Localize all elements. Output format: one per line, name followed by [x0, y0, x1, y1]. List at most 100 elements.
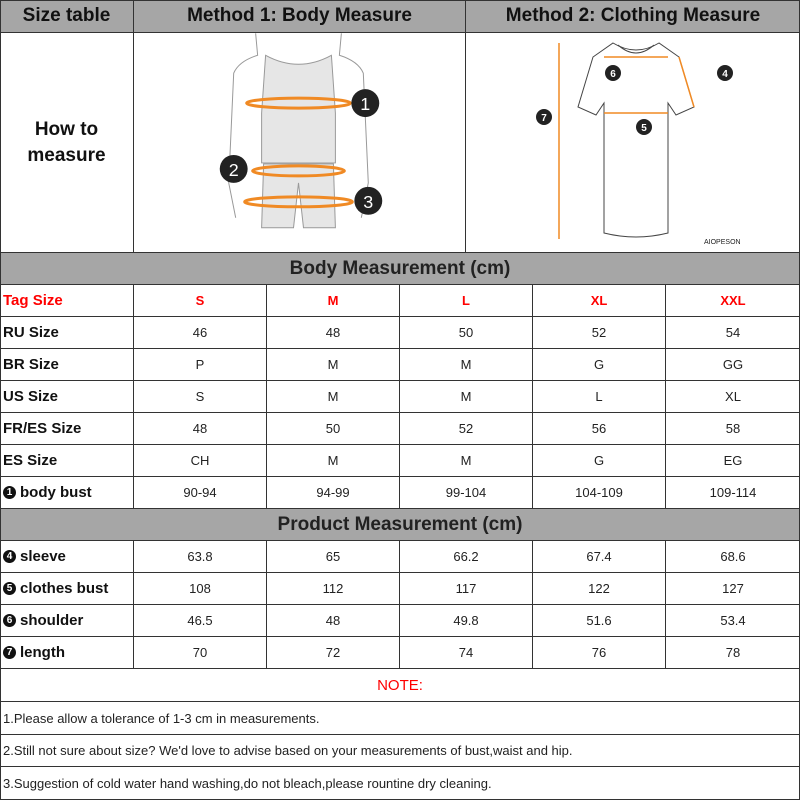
table-row: ES Size CH M M G EG [0, 445, 800, 477]
table-cell: 52 [533, 317, 666, 348]
how-to-line1: How to [34, 118, 99, 140]
marker-1: 1 [360, 94, 370, 114]
marker-4: 4 [722, 69, 728, 80]
table-cell: 51.6 [533, 605, 666, 636]
row-label: 6 shoulder [0, 605, 134, 636]
table-cell: 56 [533, 413, 666, 444]
note-title: NOTE: [377, 676, 423, 694]
note-title-row: NOTE: [0, 669, 800, 702]
table-cell: 74 [400, 637, 533, 668]
clothing-measure-illustration: 6 4 7 5 AIOPESON [466, 33, 800, 252]
row-label: 1 body bust [0, 477, 134, 508]
table-cell: M [267, 445, 400, 476]
row-label: 5 clothes bust [0, 573, 134, 604]
body-section-header: Body Measurement (cm) [0, 253, 800, 285]
table-cell: M [400, 349, 533, 380]
table-cell: 48 [134, 413, 267, 444]
row-label-text: FR/ES Size [3, 420, 82, 437]
table-cell: G [533, 349, 666, 380]
table-cell: 53.4 [720, 613, 746, 628]
table-cell: 68.6 [720, 549, 746, 564]
marker-2: 2 [229, 160, 239, 180]
body-measure-illustration: 1 2 3 [134, 33, 466, 252]
table-cell: M [400, 445, 533, 476]
table-cell: 70 [134, 637, 267, 668]
table-cell: 48 [267, 605, 400, 636]
table-cell: 48 [267, 317, 400, 348]
marker-icon: 1 [3, 486, 16, 499]
row-label: 7 length [0, 637, 134, 668]
table-cell: 78 [725, 645, 741, 660]
note-row: 1.Please allow a tolerance of 1-3 cm in … [0, 702, 800, 735]
table-cell: S [134, 381, 267, 412]
row-label: US Size [0, 381, 134, 412]
table-cell: M [400, 381, 533, 412]
table-row: 6 shoulder 46.5 48 49.8 51.6 53.4 [0, 605, 800, 637]
marker-icon: 7 [3, 646, 16, 659]
table-cell: 65 [267, 541, 400, 572]
marker-3: 3 [363, 192, 373, 212]
row-label: ES Size [0, 445, 134, 476]
row-label-text: Tag Size [3, 292, 63, 309]
table-cell: S [134, 285, 267, 316]
size-table-heading: Size table [0, 0, 134, 32]
method1-heading: Method 1: Body Measure [134, 0, 466, 32]
table-row: 4 sleeve 63.8 65 66.2 67.4 68.6 [0, 541, 800, 573]
row-label-text: sleeve [20, 548, 66, 565]
table-row: 5 clothes bust 108 112 117 122 127 [0, 573, 800, 605]
table-cell: 46.5 [134, 605, 267, 636]
table-row: FR/ES Size 48 50 52 56 58 [0, 413, 800, 445]
header-row: Size table Method 1: Body Measure Method… [0, 0, 800, 33]
how-to-measure-row: How to measure 1 2 3 6 4 7 5 AIOPESON [0, 33, 800, 253]
table-cell: M [267, 381, 400, 412]
table-cell: 127 [722, 581, 744, 596]
table-cell: 50 [267, 413, 400, 444]
row-label: FR/ES Size [0, 413, 134, 444]
table-cell: GG [722, 357, 744, 372]
table-cell: 52 [400, 413, 533, 444]
table-cell: XL [533, 285, 666, 316]
table-cell: 76 [533, 637, 666, 668]
marker-6: 6 [610, 69, 616, 80]
table-cell: CH [134, 445, 267, 476]
row-label-text: US Size [3, 388, 59, 405]
table-row: BR Size P M M G GG [0, 349, 800, 381]
note-text: 2.Still not sure about size? We'd love t… [3, 743, 573, 758]
table-cell: M [267, 349, 400, 380]
table-row: 1 body bust 90-94 94-99 99-104 104-109 109-114 [0, 477, 800, 509]
method2-heading: Method 2: Clothing Measure [505, 5, 761, 26]
note-row: 3.Suggestion of cold water hand washing,… [0, 767, 800, 800]
row-label-text: body bust [20, 484, 92, 501]
product-section-header: Product Measurement (cm) [0, 509, 800, 541]
brand-label: AIOPESON [704, 239, 741, 246]
row-label: RU Size [0, 317, 134, 348]
table-cell: P [134, 349, 267, 380]
row-label-text: RU Size [3, 324, 59, 341]
table-cell: L [400, 285, 533, 316]
table-cell: 104-109 [533, 477, 666, 508]
table-cell: 90-94 [134, 477, 267, 508]
table-cell: XXL [720, 293, 746, 308]
table-cell: XL [725, 389, 741, 404]
table-cell: EG [723, 453, 743, 468]
table-row: Tag Size S M L XL XXL [0, 285, 800, 317]
row-label-text: shoulder [20, 612, 84, 629]
table-cell: 66.2 [400, 541, 533, 572]
row-label-text: ES Size [3, 452, 58, 469]
note-row: 2.Still not sure about size? We'd love t… [0, 735, 800, 767]
row-label-text: clothes bust [20, 580, 109, 597]
table-cell: L [533, 381, 666, 412]
row-label-text: BR Size [3, 356, 59, 373]
table-cell: 63.8 [134, 541, 267, 572]
table-row: 7 length 70 72 74 76 78 [0, 637, 800, 669]
table-cell: 49.8 [400, 605, 533, 636]
marker-5: 5 [641, 123, 647, 134]
table-cell: 99-104 [400, 477, 533, 508]
body-section-title: Body Measurement (cm) [289, 257, 511, 279]
table-cell: M [267, 285, 400, 316]
marker-icon: 4 [3, 550, 16, 563]
table-cell: 67.4 [533, 541, 666, 572]
table-cell: 50 [400, 317, 533, 348]
table-cell: 58 [725, 421, 741, 436]
row-label: BR Size [0, 349, 134, 380]
